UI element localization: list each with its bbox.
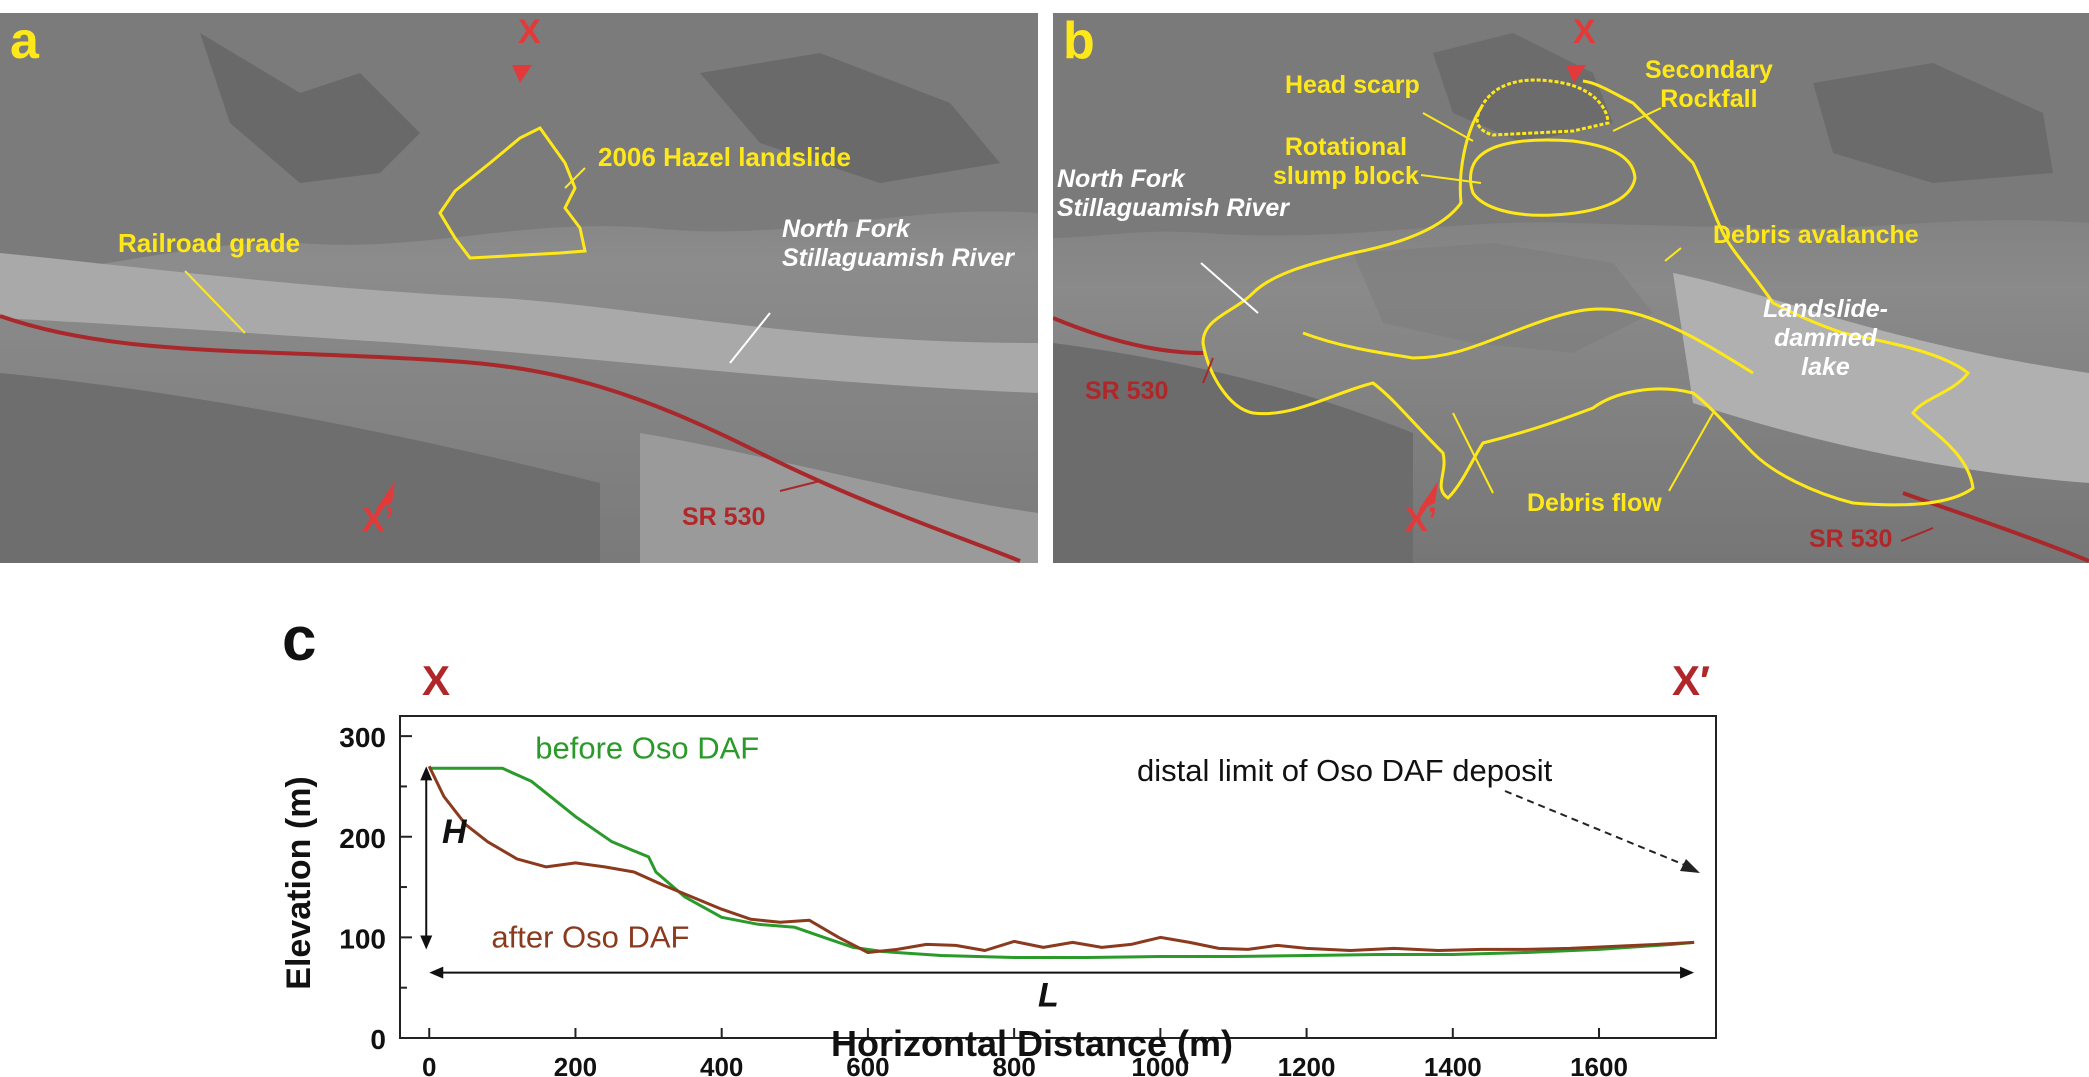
x-axis-ticks: 0 200 400 600 800 1000 1200 1400 1600 bbox=[422, 1028, 1628, 1077]
l-label: L bbox=[1038, 977, 1059, 1015]
h-label: H bbox=[442, 813, 468, 851]
panel-a-label: a bbox=[10, 13, 39, 70]
h-arrow-head-top bbox=[420, 766, 433, 781]
head-scarp-label: Head scarp bbox=[1285, 71, 1420, 99]
panel-c-label: c bbox=[282, 605, 316, 674]
x-marker: X bbox=[422, 657, 450, 704]
x-tick-label: 400 bbox=[700, 1052, 743, 1077]
sr530-right-label: SR 530 bbox=[1809, 525, 1893, 553]
x-tick-label: 1200 bbox=[1278, 1052, 1336, 1077]
series-label-before: before Oso DAF bbox=[535, 730, 759, 765]
l-arrow-head-left bbox=[429, 966, 444, 979]
panel-b-terrain bbox=[1053, 13, 2089, 563]
series-line-before bbox=[429, 766, 1695, 959]
l-arrow-head-right bbox=[1680, 966, 1695, 979]
landslide-dammed-lake-label: Landslide- dammed lake bbox=[1763, 295, 1889, 381]
h-l-arrows bbox=[420, 766, 1695, 979]
hazel-landslide-label: 2006 Hazel landslide bbox=[598, 142, 851, 172]
distal-limit-arrowhead bbox=[1680, 859, 1700, 873]
x-tick-label: 600 bbox=[846, 1052, 889, 1077]
railroad-grade-label: Railroad grade bbox=[118, 228, 301, 258]
panel-a-terrain bbox=[0, 13, 1038, 563]
distal-limit-annotation: distal limit of Oso DAF deposit bbox=[1137, 753, 1553, 788]
x-tick-label: 800 bbox=[992, 1052, 1035, 1077]
distal-limit-arrow bbox=[1504, 790, 1693, 869]
y-tick-label: 300 bbox=[339, 722, 386, 753]
elevation-profile-chart: c X X′ 0 100 200 300 0 200 400 600 800 1000 1200 1… bbox=[280, 605, 1717, 1077]
debris-flow-label: Debris flow bbox=[1527, 489, 1662, 517]
river-label: North Fork Stillaguamish River bbox=[1057, 165, 1290, 222]
x-marker: X bbox=[518, 13, 541, 51]
x-tick-label: 1400 bbox=[1424, 1052, 1482, 1077]
x-axis-title: Horizontal Distance (m) bbox=[831, 1023, 1233, 1064]
sr530-left-label: SR 530 bbox=[1085, 377, 1169, 405]
panel-b-label: b bbox=[1063, 13, 1095, 70]
series-label-after: after Oso DAF bbox=[491, 919, 689, 954]
panel-c-elevation-profile: c X X′ 0 100 200 300 0 200 400 600 800 1000 1200 1… bbox=[0, 563, 2089, 1077]
x-prime-marker: X’ bbox=[1405, 501, 1438, 539]
series-line-after bbox=[427, 765, 1695, 954]
x-prime-marker: X′ bbox=[1672, 657, 1710, 704]
y-axis-title: Elevation (m) bbox=[280, 776, 318, 989]
rotational-slump-label: Rotational slump block bbox=[1273, 133, 1419, 190]
plot-frame bbox=[399, 715, 1717, 1039]
series-layer bbox=[427, 765, 1695, 959]
x-tick-label: 200 bbox=[554, 1052, 597, 1077]
river-label: North Fork Stillaguamish River bbox=[782, 215, 1015, 272]
sr530-label: SR 530 bbox=[682, 503, 766, 531]
panel-a-hillshade-map: a X X’ 2006 Hazel landslide Railroad gra… bbox=[0, 13, 1038, 563]
y-tick-label: 200 bbox=[339, 823, 386, 854]
y-tick-label: 100 bbox=[339, 923, 386, 954]
x-tick-label: 1000 bbox=[1131, 1052, 1189, 1077]
x-prime-marker: X’ bbox=[362, 501, 395, 539]
x-tick-label: 1600 bbox=[1570, 1052, 1628, 1077]
secondary-rockfall-label: Secondary Rockfall bbox=[1645, 56, 1773, 113]
y-tick-label: 0 bbox=[370, 1024, 386, 1055]
y-axis-ticks: 0 100 200 300 bbox=[339, 722, 412, 1055]
panel-b-hillshade-map: b X X’ Head scarp Secondary Rockfall Rot… bbox=[1053, 13, 2089, 563]
series-labels: before Oso DAF after Oso DAF bbox=[491, 730, 759, 954]
debris-avalanche-label: Debris avalanche bbox=[1713, 221, 1919, 249]
x-marker: X bbox=[1573, 13, 1596, 51]
h-arrow-head-bottom bbox=[420, 935, 433, 950]
x-tick-label: 0 bbox=[422, 1052, 436, 1077]
